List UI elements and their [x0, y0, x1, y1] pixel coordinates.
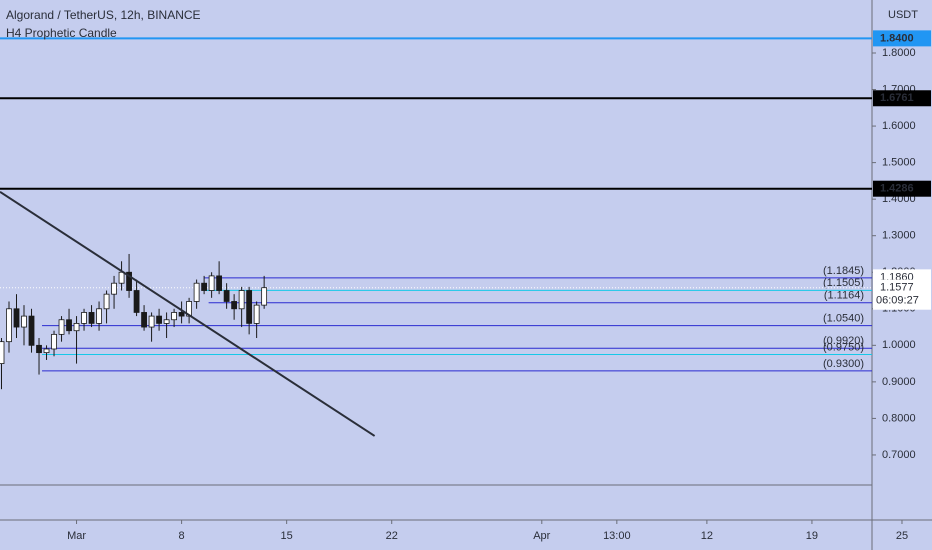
candle-body: [21, 315, 27, 328]
x-tick-label: 19: [806, 530, 818, 542]
y-tick-label: 1.0000: [882, 339, 916, 351]
candle-body: [126, 271, 132, 291]
level-label: (0.9300): [823, 358, 864, 370]
level-label: (0.9750): [823, 341, 864, 353]
candle-body: [178, 312, 185, 317]
price-tag: [873, 279, 931, 310]
y-tick-label: 0.7000: [882, 449, 916, 461]
price-tag: [873, 180, 931, 197]
y-tick-label: 1.8000: [882, 47, 916, 59]
level-label: (1.1845): [823, 265, 864, 277]
candle-body: [193, 282, 200, 302]
level-label: (1.1164): [824, 290, 864, 302]
candle-body: [141, 312, 147, 328]
candle-body: [96, 308, 102, 324]
candle-body: [223, 290, 230, 302]
level-label: (1.1505): [823, 277, 864, 289]
candle-body: [253, 304, 260, 324]
candle-body: [261, 287, 268, 306]
level-label: (0.9920): [823, 335, 864, 347]
y-tick-label: 0.8000: [882, 412, 916, 424]
candle-body: [171, 312, 177, 321]
price-tag-label: 1.6761: [880, 92, 914, 104]
y-tick-label: 0.9000: [882, 376, 916, 388]
candle-body: [58, 319, 65, 335]
candle-body: [73, 323, 80, 332]
x-tick-label: 25: [896, 530, 908, 542]
x-tick-label: 15: [281, 530, 293, 542]
countdown-label: 06:09:27: [876, 295, 919, 307]
candle-body: [6, 308, 12, 343]
candle-body: [88, 312, 95, 324]
price-tag-label: 1.1577: [880, 282, 914, 294]
candle-body: [66, 319, 72, 332]
candle-body: [133, 290, 140, 313]
candle-body: [201, 282, 208, 291]
x-tick-label: Mar: [67, 530, 86, 542]
candle-body: [0, 341, 5, 364]
x-tick-label: 13:00: [603, 530, 631, 542]
chart-title: Algorand / TetherUS, 12h, BINANCE: [6, 8, 201, 22]
candle-body: [148, 315, 155, 328]
x-tick-label: 22: [386, 530, 398, 542]
currency-label: USDT: [888, 9, 918, 21]
x-tick-label: 12: [701, 530, 713, 542]
trendline: [0, 191, 376, 437]
candle-body: [28, 315, 35, 346]
y-tick-label: 1.6000: [882, 120, 916, 132]
plot-area: (1.1845)(1.1505)(1.1164) (1.0540) (0.9920)…: [0, 37, 872, 437]
price-tag: [873, 30, 931, 47]
x-tick-label: 8: [179, 530, 185, 542]
candle-body: [111, 282, 117, 295]
level-label: (1.0540): [823, 313, 864, 325]
candle-body: [163, 319, 170, 324]
chart-subtitle: H4 Prophetic Candle: [6, 26, 117, 40]
x-tick-label: Apr: [533, 530, 550, 542]
candle-body: [231, 301, 238, 310]
candle-body: [216, 275, 223, 291]
candle-body: [51, 333, 57, 350]
price-tag: [873, 90, 931, 107]
y-tick-label: 1.3000: [882, 230, 916, 242]
y-tick-label: 1.5000: [882, 157, 916, 169]
candle-body: [36, 344, 42, 354]
candle-body: [208, 275, 215, 291]
price-tag-label: 1.8400: [880, 32, 914, 44]
candle-body: [81, 312, 87, 324]
candle-body: [103, 293, 110, 310]
candle-body: [238, 290, 245, 310]
candle-body: [246, 290, 253, 324]
price-tag-label: 1.4286: [880, 183, 914, 195]
candle-body: [43, 348, 50, 354]
candle-body: [13, 308, 20, 328]
candle-body: [118, 271, 125, 284]
candle-body: [156, 315, 162, 324]
